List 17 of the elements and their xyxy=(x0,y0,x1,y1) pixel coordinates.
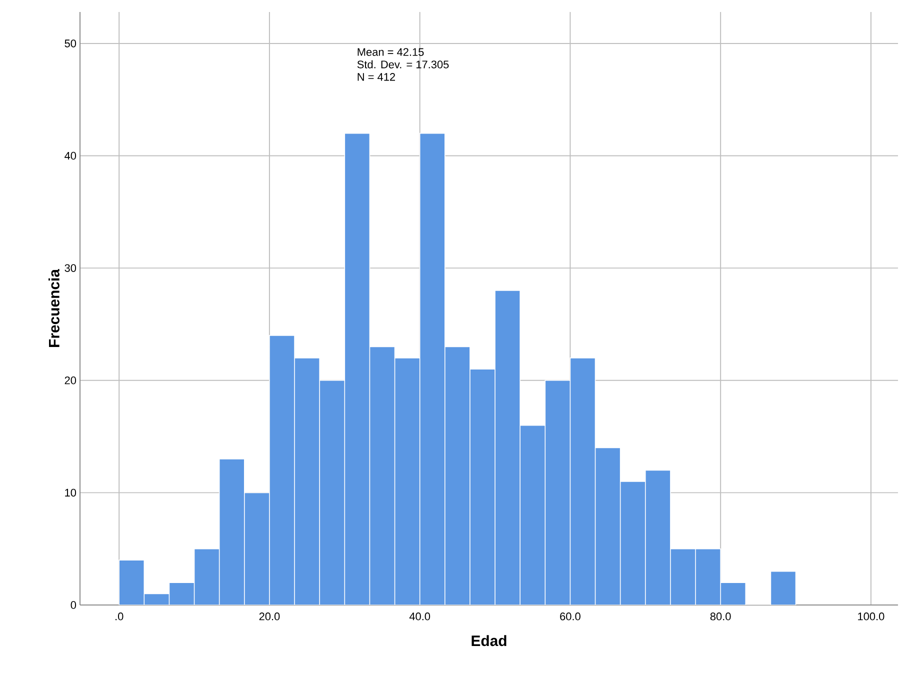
x-tick-label: 100.0 xyxy=(858,612,884,620)
annotation: Std. Dev. = 17.305 xyxy=(357,60,449,68)
y-tick-label: 0 xyxy=(70,601,76,609)
x-tick-label: 80.0 xyxy=(710,612,731,620)
y-tick-label: 20 xyxy=(64,376,76,384)
annotation: Mean = 42.15 xyxy=(358,48,424,56)
y-tick-label: 40 xyxy=(64,152,76,160)
y-tick-label: 10 xyxy=(65,488,76,497)
x-tick-label: 60.0 xyxy=(560,612,580,620)
annotation: N = 412 xyxy=(358,73,396,81)
x-tick-label: .0 xyxy=(116,612,124,620)
x-tick-label: 20.0 xyxy=(259,612,280,620)
y-tick-label: 50 xyxy=(64,40,76,48)
x-axis-title: Edad xyxy=(472,635,506,646)
y-axis-title: Frecuencia xyxy=(48,268,60,347)
x-tick-label: 40.0 xyxy=(409,612,430,620)
y-tick-label: 30 xyxy=(64,264,76,272)
